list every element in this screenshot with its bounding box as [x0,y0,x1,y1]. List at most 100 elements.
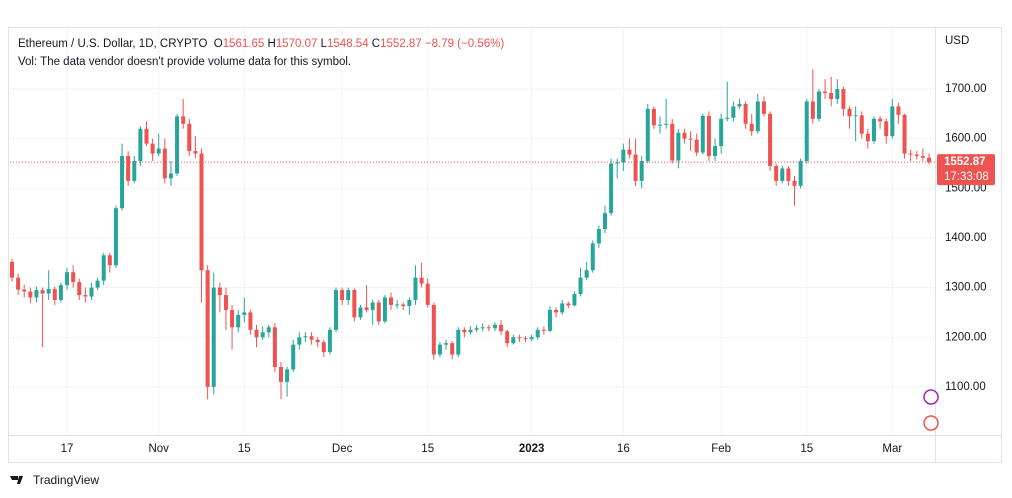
x-tick-label: 15 [800,443,813,455]
candle-body [327,329,332,353]
candle-body [315,339,320,343]
candle-body [798,161,803,186]
candle-body [401,304,406,306]
candle-body [236,314,241,328]
candle-body [676,132,681,161]
candle-body [664,123,669,125]
candle-body [266,327,271,333]
candle-body [346,290,351,300]
volume-note: Vol: The data vendor doesn't provide vol… [18,56,352,68]
candle-body [560,303,565,313]
candle-body [908,153,913,155]
ohlc-prefix: H [267,38,276,50]
x-tick-label: Mar [882,443,902,455]
candle-body [835,89,840,99]
candle-body [413,277,418,300]
candle-body [28,291,33,298]
candle-body [309,336,314,340]
candle-body [474,328,479,330]
candle-body [321,342,326,353]
candle-body [590,243,595,271]
candle-body [138,128,143,162]
candle-body [615,162,620,164]
candle-body [217,287,222,296]
candle-body [230,309,235,328]
countdown: 17:33:08 [944,171,989,183]
candle-body [260,332,265,338]
candle-body [431,304,436,355]
candle-body [95,280,100,288]
candle-body [547,309,552,331]
candle-body [890,106,895,137]
ohlc-value: 1570.07 [275,38,318,50]
candle-body [370,302,375,310]
x-tick-label: Dec [332,443,353,455]
candle-body [437,344,442,355]
candle-body [578,277,583,295]
icon[interactable] [923,389,939,405]
candle-body [444,343,449,345]
candle-body [853,115,858,117]
candle-body [425,283,430,305]
candle-body [602,213,607,230]
candle-body [780,168,785,181]
candle-body [242,312,247,315]
candle-body [40,290,45,294]
candle-body [468,329,473,333]
candle-body [596,229,601,244]
candle-body [278,367,283,382]
candle-body [566,303,571,306]
candle-body [77,282,82,296]
candle-body [749,123,754,132]
candle-body [456,329,461,355]
candle-body [462,329,467,333]
candle-body [382,297,387,322]
candle-body [285,369,290,382]
candle-body [621,149,626,163]
candle-body [450,343,455,355]
candle-body [884,121,889,137]
candle-body [254,329,259,338]
candle-body [101,255,106,281]
candle-body [871,118,876,142]
candle-body [126,156,131,181]
candle-body [731,106,736,118]
candle-body [847,108,852,117]
ohlc-line: Ethereum / U.S. Dollar, 1D, CRYPTO O1561… [18,35,504,53]
candle-body [358,307,363,318]
candle-body [499,324,504,332]
candle-body [205,270,210,387]
x-tick-label: 15 [421,443,434,455]
candle-body [706,115,711,157]
candle-body [700,115,705,153]
candle-body [694,139,699,153]
candle-body [682,132,687,139]
candle-body [156,148,161,154]
x-tick-label: Nov [148,443,169,455]
candle-body [71,272,76,283]
candle-body [896,106,901,115]
candle-body [517,337,522,339]
candle-body [823,91,828,94]
icon[interactable] [923,415,939,431]
candle-body [120,156,125,209]
y-tick-label: 1500.00 [945,182,987,194]
ohlc-prefix: L [320,38,328,50]
candle-body [16,277,21,290]
candle-body [541,329,546,331]
candle-body [291,344,296,370]
x-tick-label: Feb [711,443,731,455]
candle-body [658,124,663,126]
candle-body [389,297,394,305]
ohlc-value: 1552.87 [380,38,422,50]
candle-body [927,157,931,163]
brand: TradingView [33,473,99,487]
candle-body [486,327,491,329]
y-tick-label: 1700.00 [945,83,987,95]
candle-body [829,93,834,99]
candle-body [841,89,846,109]
candle-body [523,338,528,340]
ohlc-value: 1561.65 [222,38,265,50]
